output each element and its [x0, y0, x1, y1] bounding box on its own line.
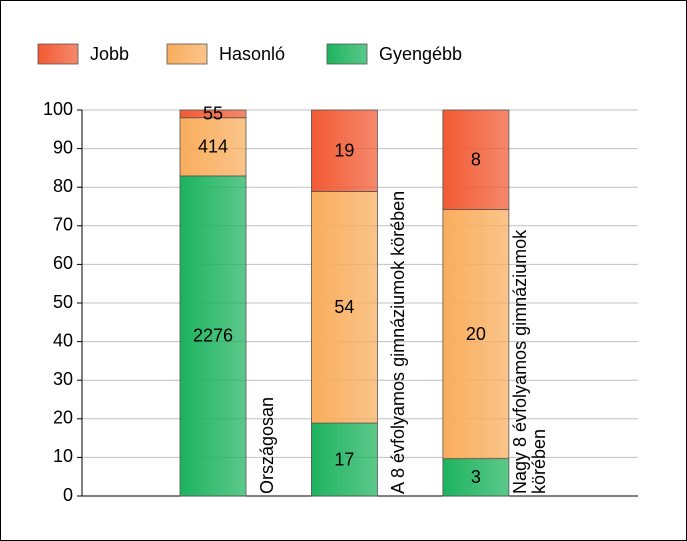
y-tick-label: 40	[53, 330, 73, 350]
data-label: 3	[471, 467, 481, 487]
bar-segment	[442, 109, 510, 211]
legend-swatch	[37, 43, 79, 65]
y-tick-label: 30	[53, 369, 73, 389]
data-label: 54	[334, 297, 354, 317]
legend-swatch	[166, 43, 208, 65]
y-tick-label: 70	[53, 215, 73, 235]
bar-segment	[179, 109, 247, 119]
y-tick-label: 10	[53, 446, 73, 466]
y-tick-label: 0	[63, 485, 73, 505]
y-tick-label: 20	[53, 408, 73, 428]
y-tick-label: 60	[53, 253, 73, 273]
legend-label: Hasonló	[219, 44, 285, 64]
bar-segment	[311, 422, 378, 497]
bar-segment	[311, 109, 378, 192]
data-label: 20	[466, 324, 486, 344]
category-label: Országosan	[256, 396, 277, 494]
data-label: 2276	[193, 326, 233, 346]
bar-segment	[442, 209, 510, 460]
data-label: 55	[203, 104, 223, 124]
data-label: 17	[334, 449, 354, 469]
data-label: 414	[198, 137, 228, 157]
bar-segment	[311, 191, 378, 424]
y-tick-label: 80	[53, 176, 73, 196]
category-label: A 8 évfolyamos gimnáziumok körében	[387, 190, 408, 494]
y-tick-label: 100	[43, 99, 73, 119]
data-label: 19	[334, 140, 354, 160]
y-tick-label: 50	[53, 292, 73, 312]
legend-swatch	[326, 43, 368, 65]
data-label: 8	[471, 150, 481, 170]
category-label: Nagy 8 évfolyamos gimnáziumok körében	[509, 229, 549, 494]
legend-label: Gyengébb	[379, 44, 462, 64]
y-tick-label: 90	[53, 137, 73, 157]
legend-label: Jobb	[90, 44, 129, 64]
bar-segment	[179, 175, 247, 497]
bar-segment	[442, 458, 510, 497]
